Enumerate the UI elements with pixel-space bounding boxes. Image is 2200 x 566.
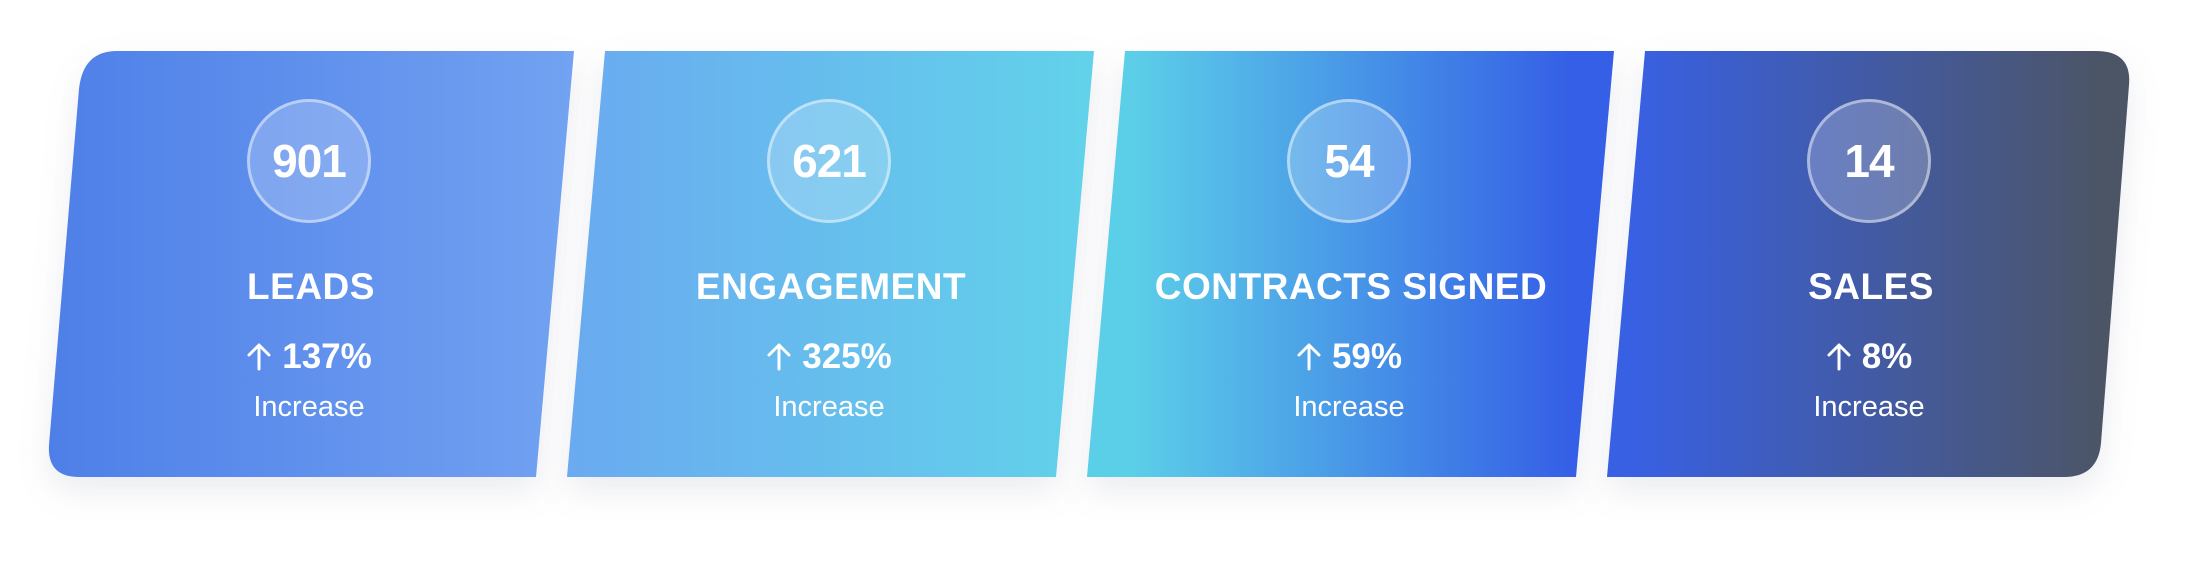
count-badge: 54 xyxy=(1287,99,1411,223)
card-content: 14 SALES 8% Increase xyxy=(1721,51,2021,477)
change-percent: 8% xyxy=(1861,337,1913,376)
arrow-up-icon xyxy=(767,343,791,371)
change-label: Increase xyxy=(1813,391,1925,423)
arrow-up-icon xyxy=(1297,343,1321,371)
stat-card-engagement: 621 ENGAGEMENT 325% Increase xyxy=(567,51,1094,477)
card-background xyxy=(567,51,1094,477)
change-row: 325% xyxy=(681,337,977,377)
arrow-up-icon xyxy=(1827,343,1851,371)
change-row: 59% xyxy=(1201,337,1497,377)
card-content: 54 CONTRACTS SIGNED 59% Increase xyxy=(1155,51,1547,477)
card-title: LEADS xyxy=(247,266,375,307)
stat-card-contracts-signed: 54 CONTRACTS SIGNED 59% Increase xyxy=(1087,51,1614,477)
count-badge: 621 xyxy=(767,99,891,223)
card-title: SALES xyxy=(1808,266,1934,307)
change-percent: 325% xyxy=(802,337,892,376)
stat-card-leads: 901 LEADS 137% Increase xyxy=(47,51,575,477)
change-row: 137% xyxy=(161,337,457,377)
card-title: CONTRACTS SIGNED xyxy=(1154,266,1548,307)
change-row: 8% xyxy=(1721,337,2017,377)
change-label: Increase xyxy=(253,391,365,423)
count-badge: 14 xyxy=(1807,99,1931,223)
stat-card-sales: 14 SALES 8% Increase xyxy=(1607,51,2134,477)
card-background xyxy=(1607,51,2130,477)
card-content: 621 ENGAGEMENT 325% Increase xyxy=(681,51,981,477)
change-percent: 137% xyxy=(282,337,372,376)
count-badge: 901 xyxy=(247,99,371,223)
change-label: Increase xyxy=(1293,391,1405,423)
card-title: ENGAGEMENT xyxy=(695,266,967,307)
card-background xyxy=(1087,51,1614,477)
change-percent: 59% xyxy=(1331,337,1403,376)
card-content: 901 LEADS 137% Increase xyxy=(161,51,461,477)
change-label: Increase xyxy=(773,391,885,423)
arrow-up-icon xyxy=(247,343,271,371)
card-background xyxy=(48,51,575,477)
